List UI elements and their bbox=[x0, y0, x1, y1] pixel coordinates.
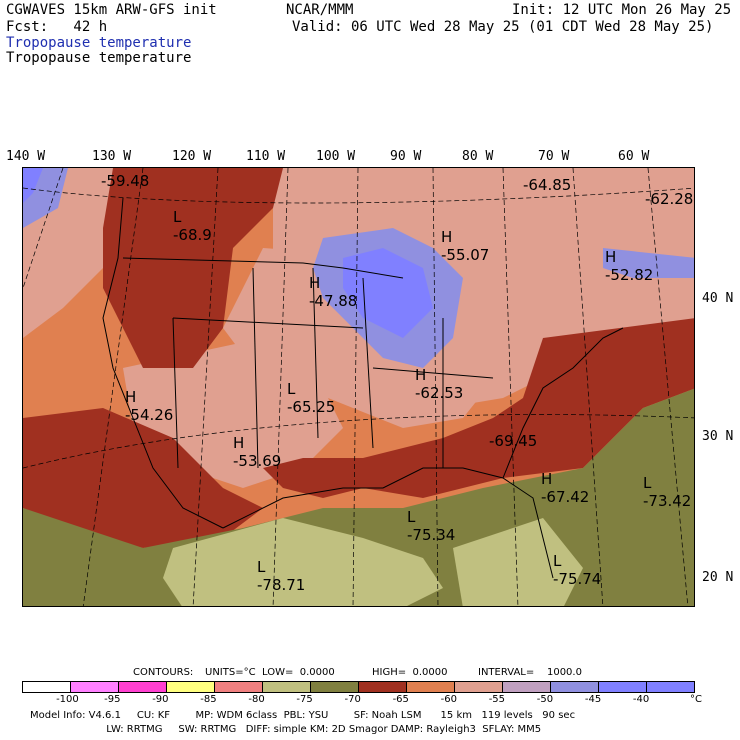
pressure-label: H -67.42 bbox=[541, 470, 590, 506]
pressure-label: L -75.34 bbox=[407, 508, 456, 544]
colorbar-tick-label: -80 bbox=[248, 694, 265, 705]
pressure-label: L -75.74 bbox=[553, 552, 602, 588]
colorbar-swatch bbox=[311, 682, 359, 692]
map-canvas bbox=[23, 168, 694, 606]
model-title: CGWAVES 15km ARW-GFS init bbox=[6, 2, 217, 18]
forecast-hour: Fcst: 42 h bbox=[6, 19, 108, 35]
pressure-label: H -62.53 bbox=[415, 366, 464, 402]
colorbar-swatch bbox=[455, 682, 503, 692]
colorbar-swatch bbox=[647, 682, 694, 692]
colorbar-tick-label: -70 bbox=[344, 694, 361, 705]
pressure-label: -59.48 bbox=[101, 172, 150, 190]
colorbar-tick-label: -50 bbox=[536, 694, 554, 705]
pressure-label: L -65.25 bbox=[287, 380, 336, 416]
lon-tick: 140 W bbox=[6, 149, 46, 164]
field-title-blue: Tropopause temperature bbox=[6, 35, 192, 51]
colorbar bbox=[22, 681, 695, 693]
pressure-label: H -53.69 bbox=[233, 434, 282, 470]
lon-tick: 130 W bbox=[92, 149, 132, 164]
colorbar-tick-label: -90 bbox=[152, 694, 169, 705]
lon-tick: 80 W bbox=[462, 149, 494, 164]
colorbar-swatch bbox=[407, 682, 455, 692]
pressure-label: L -78.71 bbox=[257, 558, 306, 594]
lat-tick: 30 N bbox=[702, 429, 734, 444]
lat-tick: 20 N bbox=[702, 570, 734, 585]
model-info-line1: Model Info: V4.6.1 CU: KF MP: WDM 6class… bbox=[30, 710, 576, 721]
low-label: LOW= 0.0000 bbox=[262, 667, 335, 678]
units-label: UNITS=°C bbox=[205, 667, 256, 678]
pressure-label: H -52.82 bbox=[605, 248, 654, 284]
colorbar-swatch bbox=[551, 682, 599, 692]
pressure-label: -64.85 bbox=[523, 176, 572, 194]
map-panel: -59.48 L -68.9 H -55.07 -64.85 -62.28 H -52… bbox=[22, 167, 695, 607]
init-time: Init: 12 UTC Mon 26 May 25 bbox=[512, 2, 732, 18]
colorbar-swatch bbox=[359, 682, 407, 692]
pressure-label: -69.45 bbox=[489, 432, 538, 450]
field-title: Tropopause temperature bbox=[6, 50, 192, 66]
lon-tick: 110 W bbox=[246, 149, 286, 164]
colorbar-swatch bbox=[215, 682, 263, 692]
pressure-label: -62.28 bbox=[645, 190, 694, 208]
pressure-label: H -54.26 bbox=[125, 388, 174, 424]
pressure-label: L -73.42 bbox=[643, 474, 692, 510]
lon-tick: 120 W bbox=[172, 149, 212, 164]
colorbar-swatch bbox=[71, 682, 119, 692]
lon-tick: 60 W bbox=[618, 149, 650, 164]
high-label: HIGH= 0.0000 bbox=[372, 667, 448, 678]
colorbar-tick-label: -40 bbox=[632, 694, 650, 705]
colorbar-unit: °C bbox=[690, 694, 702, 705]
lon-tick: 100 W bbox=[316, 149, 356, 164]
colorbar-swatch bbox=[119, 682, 167, 692]
contour-label: CONTOURS: bbox=[133, 667, 194, 678]
colorbar-tick-label: -85 bbox=[200, 694, 217, 705]
lat-tick: 40 N bbox=[702, 291, 734, 306]
pressure-label: L -68.9 bbox=[173, 208, 212, 244]
pressure-label: H -55.07 bbox=[441, 228, 490, 264]
colorbar-tick-label: -95 bbox=[104, 694, 121, 705]
colorbar-swatch bbox=[503, 682, 551, 692]
colorbar-tick-label: -75 bbox=[296, 694, 313, 705]
valid-time: Valid: 06 UTC Wed 28 May 25 (01 CDT Wed … bbox=[292, 19, 714, 35]
lon-tick: 90 W bbox=[390, 149, 422, 164]
colorbar-tick-label: -45 bbox=[584, 694, 602, 705]
colorbar-swatch bbox=[23, 682, 71, 692]
colorbar-swatch bbox=[167, 682, 215, 692]
colorbar-swatch bbox=[599, 682, 647, 692]
model-info-line2: LW: RRTMG SW: RRTMG DIFF: simple KM: 2D … bbox=[30, 724, 542, 735]
colorbar-tick-label: -100 bbox=[56, 694, 79, 705]
colorbar-tick-label: -55 bbox=[488, 694, 506, 705]
organization: NCAR/MMM bbox=[286, 2, 354, 18]
interval-label: INTERVAL= 1000.0 bbox=[478, 667, 582, 678]
pressure-label: H -47.88 bbox=[309, 274, 358, 310]
colorbar-swatch bbox=[263, 682, 311, 692]
colorbar-tick-label: -65 bbox=[392, 694, 409, 705]
lon-tick: 70 W bbox=[538, 149, 570, 164]
colorbar-tick-label: -60 bbox=[440, 694, 457, 705]
